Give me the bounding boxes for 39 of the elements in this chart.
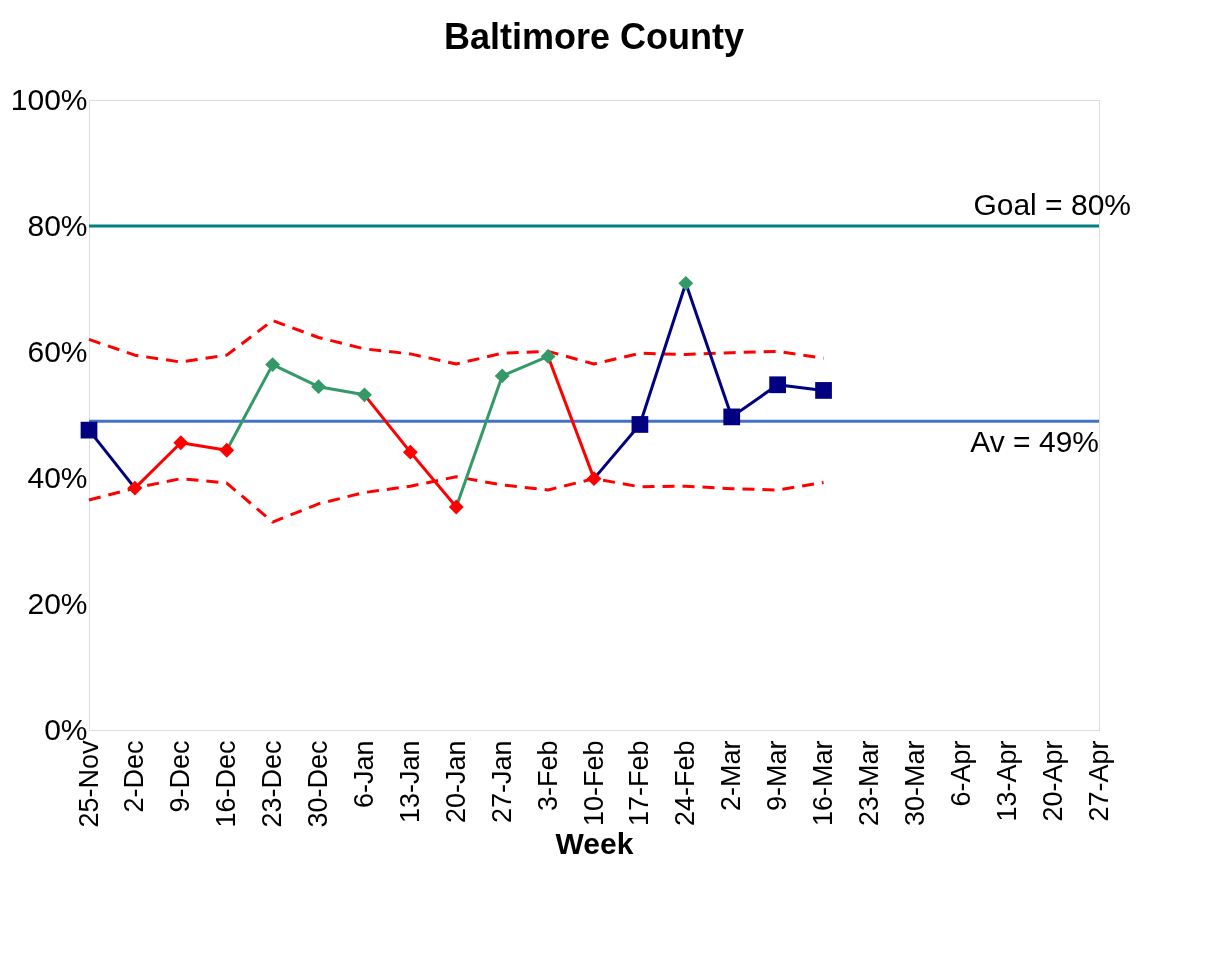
point bbox=[586, 471, 602, 487]
x-tick-label: 20-Jan bbox=[440, 740, 471, 824]
x-tick-label: 20-Apr bbox=[1037, 740, 1068, 822]
x-tick-label: 3-Feb bbox=[532, 740, 563, 812]
x-tick-label: 23-Mar bbox=[853, 740, 884, 827]
x-tick-label: 2-Mar bbox=[716, 740, 747, 812]
point bbox=[723, 408, 741, 426]
y-tick-label: 80% bbox=[27, 208, 88, 242]
x-tick-label: 6-Apr bbox=[945, 740, 976, 807]
x-tick-label: 9-Dec bbox=[165, 740, 196, 813]
x-tick-label: 9-Mar bbox=[762, 740, 793, 812]
point bbox=[631, 416, 649, 433]
point bbox=[678, 275, 694, 291]
x-tick-label: 30-Dec bbox=[303, 740, 334, 828]
x-axis-title: Week bbox=[555, 826, 634, 860]
ref-line-label: Av = 49% bbox=[970, 425, 1099, 459]
x-tick-label: 16-Dec bbox=[211, 740, 242, 828]
point bbox=[815, 382, 832, 399]
point bbox=[769, 376, 786, 394]
x-tick-label: 13-Apr bbox=[991, 740, 1022, 822]
y-tick-label: 100% bbox=[10, 82, 88, 116]
x-tick-label: 10-Feb bbox=[578, 740, 609, 827]
x-tick-label: 27-Apr bbox=[1083, 740, 1114, 822]
point bbox=[80, 421, 98, 439]
x-tick-label: 13-Jan bbox=[394, 740, 425, 824]
x-tick-label: 24-Feb bbox=[670, 740, 701, 827]
x-tick-label: 16-Mar bbox=[808, 740, 839, 827]
x-tick-label: 30-Mar bbox=[899, 740, 930, 827]
x-tick-label: 23-Dec bbox=[257, 740, 288, 828]
x-tick-label: 27-Jan bbox=[486, 740, 517, 824]
x-tick-label: 2-Dec bbox=[119, 740, 150, 813]
x-tick-label: 17-Feb bbox=[624, 740, 655, 827]
y-tick-label: 60% bbox=[27, 334, 88, 368]
y-tick-label: 40% bbox=[27, 460, 88, 494]
line-series bbox=[87, 319, 826, 366]
x-tick-label: 6-Jan bbox=[348, 740, 379, 809]
ref-line-label: Goal = 80% bbox=[973, 188, 1131, 221]
y-tick-label: 20% bbox=[27, 586, 88, 620]
chart-title: Baltimore County bbox=[443, 16, 745, 57]
